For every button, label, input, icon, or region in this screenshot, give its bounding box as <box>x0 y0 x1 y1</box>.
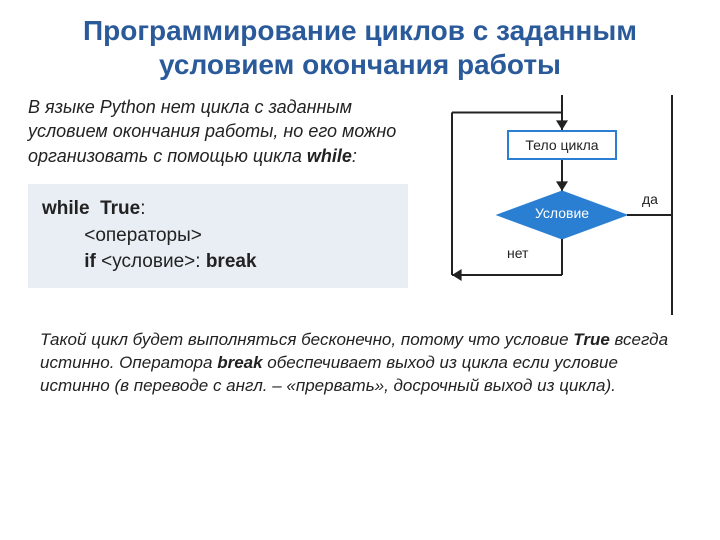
footer-t1: Такой цикл будет выполняться бесконечно,… <box>40 330 573 349</box>
flow-yes-label: да <box>642 191 658 207</box>
footer-kw-break: break <box>217 353 262 372</box>
code-line-2: <операторы> <box>42 223 394 250</box>
kw-break: break <box>206 251 257 272</box>
code-line3-mid: <условие>: <box>96 251 206 272</box>
intro-after: : <box>352 146 357 166</box>
kw-true: True <box>90 198 141 219</box>
code-box: while True: <операторы> if <условие>: br… <box>28 184 408 288</box>
kw-if: if <box>84 251 96 272</box>
flowchart: Тело циклаУсловиеданет <box>422 95 692 315</box>
code-line3-indent <box>42 251 84 272</box>
flow-no-label: нет <box>507 245 528 261</box>
left-column: В языке Python нет цикла с заданным усло… <box>28 95 410 315</box>
code-line1-tail: : <box>140 198 145 219</box>
page-title: Программирование циклов с заданным услов… <box>0 0 720 91</box>
intro-keyword: while <box>307 146 352 166</box>
footer-text: Такой цикл будет выполняться бесконечно,… <box>0 315 720 398</box>
code-line-3: if <условие>: break <box>42 249 394 276</box>
code-line-1: while True: <box>42 196 394 223</box>
kw-while: while <box>42 198 90 219</box>
footer-kw-true: True <box>573 330 610 349</box>
intro-text: В языке Python нет цикла с заданным усло… <box>28 95 410 168</box>
content-row: В языке Python нет цикла с заданным усло… <box>0 91 720 315</box>
flow-body-box: Тело цикла <box>507 130 617 160</box>
